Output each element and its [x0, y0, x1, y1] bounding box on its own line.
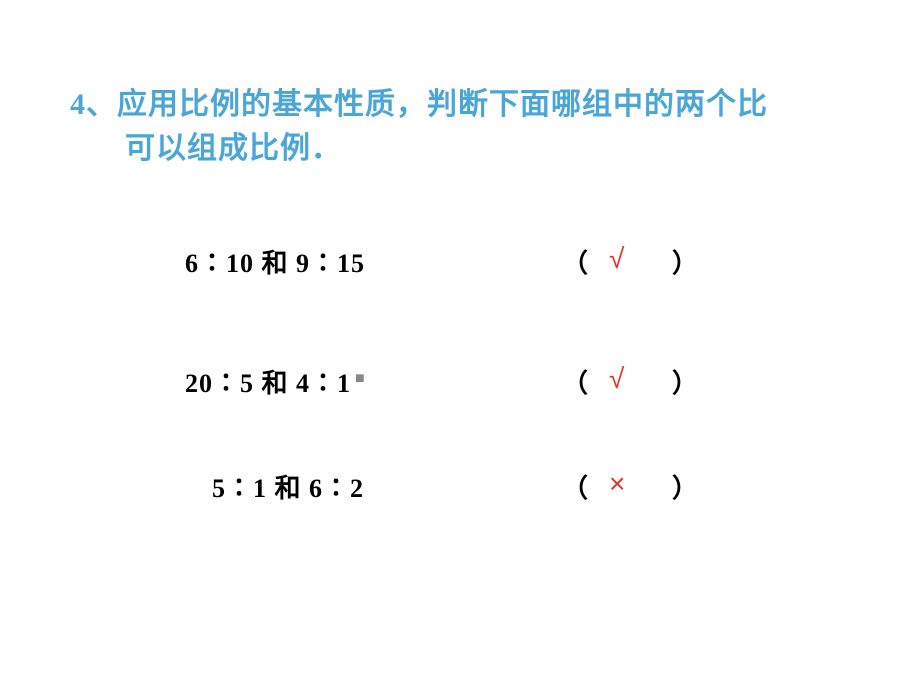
problem-row: 20∶5 和 4∶1 （ √ ）	[0, 363, 920, 403]
question-title-line1: 4、应用比例的基本性质，判断下面哪组中的两个比	[70, 82, 870, 127]
right-paren: ）	[672, 363, 698, 400]
page-center-marker: ■	[355, 370, 365, 388]
right-paren: ）	[672, 468, 698, 505]
ratio-expression: 5∶1 和 6∶2	[212, 468, 364, 505]
check-mark-icon: √	[609, 243, 624, 275]
ratio-expression: 20∶5 和 4∶1	[185, 363, 351, 400]
question-text-2: 可以组成比例．	[125, 132, 342, 165]
left-paren: （	[562, 243, 588, 280]
check-mark-icon: √	[609, 363, 624, 395]
cross-mark-icon: ×	[609, 468, 625, 500]
problem-row: 6∶10 和 9∶15 （ √ ）	[0, 243, 920, 283]
question-title-line2: 可以组成比例．	[125, 126, 920, 171]
right-paren: ）	[672, 243, 698, 280]
question-text-1: 应用比例的基本性质，判断下面哪组中的两个比	[117, 88, 768, 121]
left-paren: （	[562, 468, 588, 505]
left-paren: （	[562, 363, 588, 400]
problem-row: 5∶1 和 6∶2 （ × ）	[0, 468, 920, 508]
ratio-expression: 6∶10 和 9∶15	[185, 243, 365, 280]
question-number: 4、	[70, 88, 117, 121]
